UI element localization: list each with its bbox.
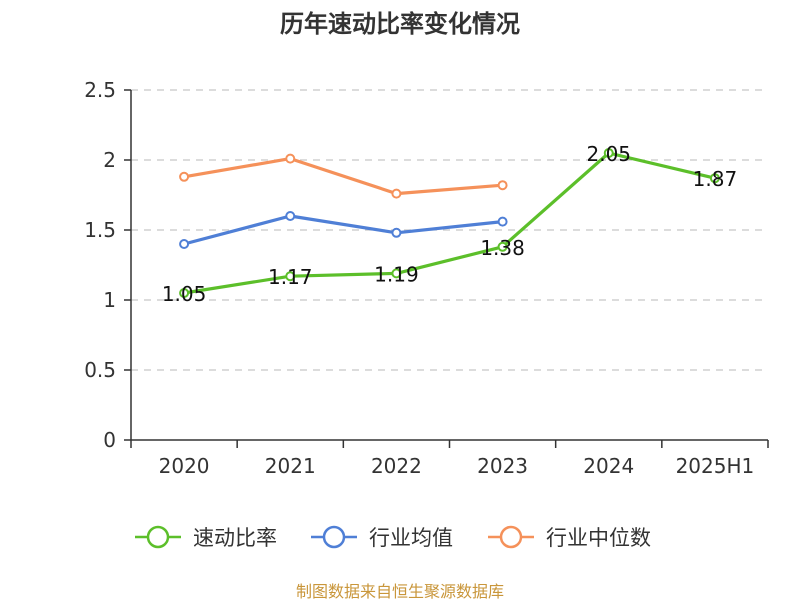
y-tick-label: 2.5 (84, 78, 116, 102)
data-label: 2.05 (586, 142, 631, 166)
data-point (285, 153, 296, 164)
data-label: 1.38 (480, 236, 525, 260)
x-tick-label: 2021 (265, 454, 316, 478)
x-tick-label: 2020 (159, 454, 210, 478)
series-line-2 (183, 157, 503, 196)
data-point (391, 188, 402, 199)
x-tick-label: 2023 (477, 454, 528, 478)
data-point (285, 211, 296, 221)
data-label: 1.19 (374, 262, 419, 286)
legend-label: 行业中位数 (546, 526, 651, 550)
series-lines (179, 148, 720, 298)
x-tick-label: 2024 (583, 454, 634, 478)
data-point (179, 239, 190, 249)
data-label: 1.87 (693, 167, 738, 191)
data-labels: 1.05 1.17 1.19 1.38 2.05 1.87 (162, 142, 737, 306)
y-tick-label: 0.5 (84, 358, 116, 382)
y-tick-label: 1.5 (84, 218, 116, 242)
series-line-1 (183, 214, 503, 246)
data-label: 1.17 (268, 265, 313, 289)
data-point (497, 216, 508, 227)
y-tick-label: 0 (103, 428, 116, 452)
series-line-0 (183, 151, 716, 295)
legend-label: 行业均值 (369, 526, 453, 550)
legend[interactable]: 速动比率 行业均值 行业中位数 (135, 525, 651, 550)
data-source-note: 制图数据来自恒生聚源数据库 (295, 582, 504, 601)
legend-label: 速动比率 (193, 526, 277, 550)
grid-lines (131, 89, 768, 371)
data-point (391, 227, 402, 238)
legend-marker (322, 525, 346, 549)
data-point (603, 148, 614, 158)
legend-marker (499, 525, 523, 549)
legend-marker (146, 525, 170, 549)
data-point (391, 268, 402, 279)
data-point (179, 288, 190, 298)
data-point (497, 180, 508, 191)
y-tick-label: 1 (103, 288, 116, 312)
chart-title: 历年速动比率变化情况 (280, 10, 520, 38)
data-point (285, 271, 296, 282)
data-point (709, 173, 720, 184)
axes: 0 0.5 1 1.5 2 2.5 2020 2021 2022 2023 2024 2025H1 (84, 78, 769, 478)
x-tick-label: 2022 (371, 454, 422, 478)
data-label: 1.05 (162, 282, 207, 306)
data-point (179, 171, 190, 182)
y-tick-label: 2 (103, 148, 116, 172)
data-point (497, 241, 508, 252)
x-tick-label: 2025H1 (676, 454, 755, 478)
